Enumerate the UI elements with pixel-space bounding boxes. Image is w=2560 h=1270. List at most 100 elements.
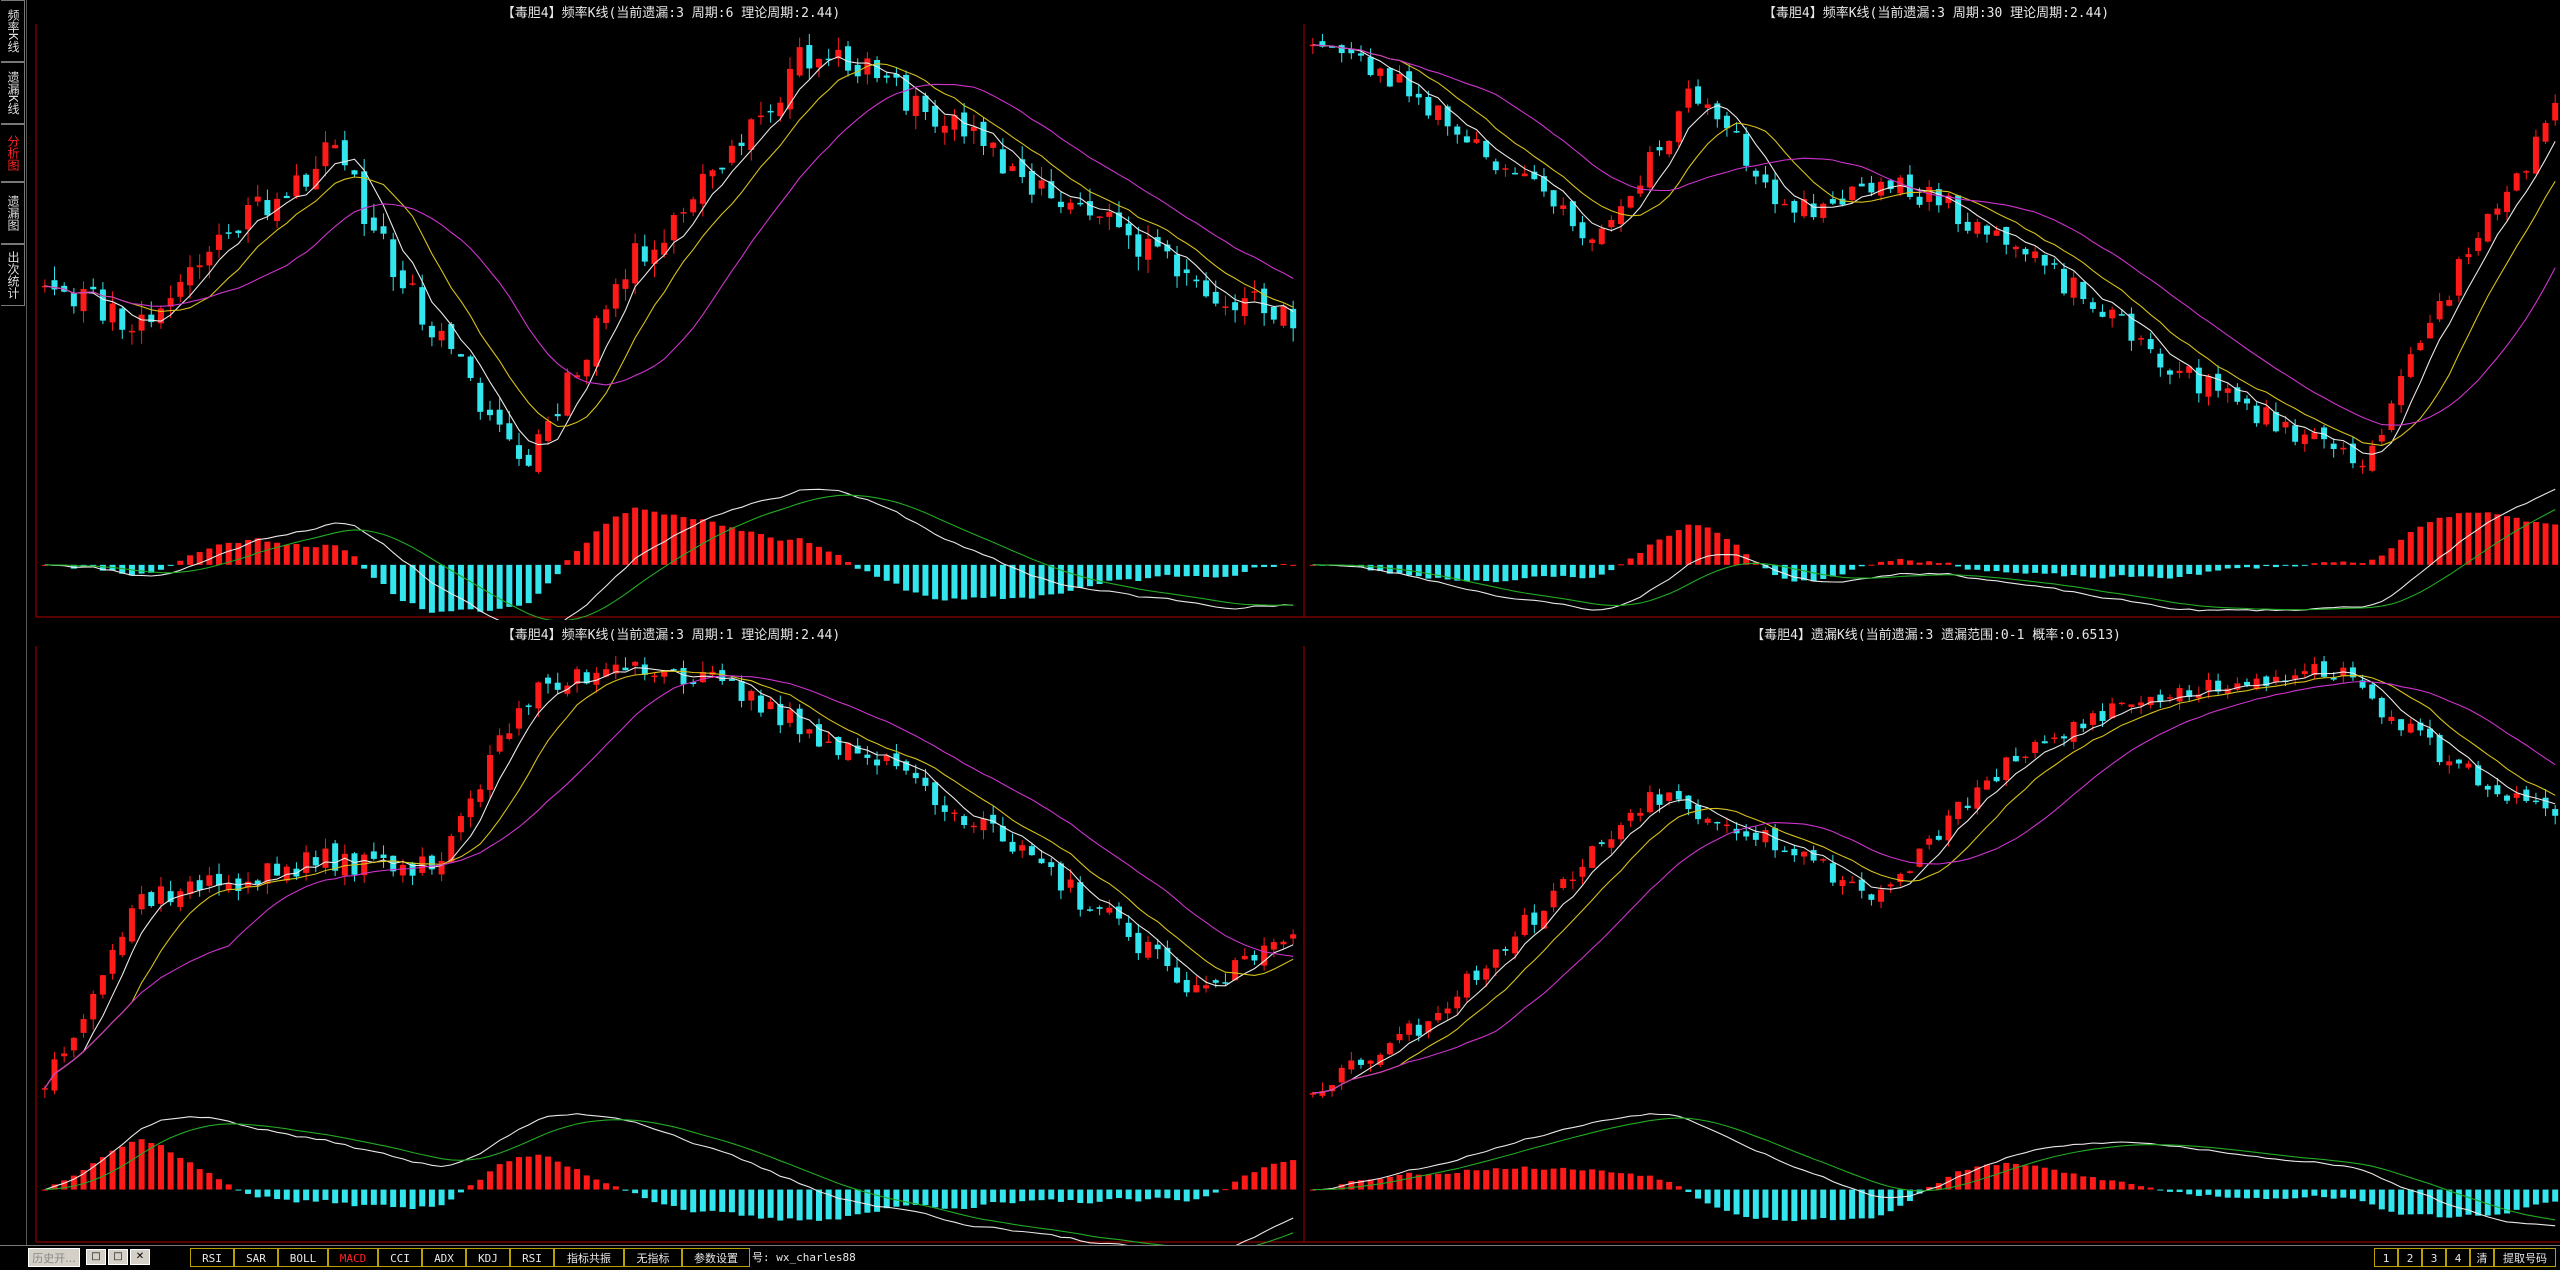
indicator-cci-button[interactable]: CCI bbox=[378, 1248, 422, 1267]
candle-body bbox=[90, 993, 97, 1020]
macd-bar bbox=[719, 525, 726, 565]
parameter-settings-button[interactable]: 参数设置 bbox=[682, 1248, 750, 1267]
candle-body bbox=[1608, 839, 1615, 848]
macd-bar bbox=[1839, 1189, 1846, 1220]
close-icon[interactable]: ✕ bbox=[130, 1249, 150, 1265]
restore-icon[interactable]: □ bbox=[86, 1249, 106, 1265]
macd-bar bbox=[893, 564, 900, 584]
candle-body bbox=[1608, 219, 1615, 228]
tab-occurrence-stats[interactable]: 出次统计（F5） bbox=[1, 244, 25, 306]
clear-button[interactable]: 清 bbox=[2470, 1248, 2494, 1267]
macd-bar bbox=[486, 1171, 493, 1190]
macd-bar bbox=[1820, 1189, 1827, 1218]
macd-bar bbox=[2147, 564, 2154, 577]
candle-body bbox=[41, 1088, 48, 1090]
macd-bar bbox=[109, 1150, 116, 1190]
indicator-macd-button[interactable]: MACD bbox=[328, 1248, 378, 1267]
macd-bar bbox=[341, 550, 348, 565]
macd-bar bbox=[1608, 564, 1615, 571]
chart-panel-omission-kline[interactable]: 【毒胆4】遗漏K线(当前遗漏:3 遗漏范围:0-1 概率:0.6513) bbox=[1302, 622, 2560, 1245]
candle-body bbox=[2494, 208, 2501, 215]
page-2-button[interactable]: 2 bbox=[2398, 1248, 2422, 1267]
chart-svg[interactable] bbox=[1302, 622, 2560, 1245]
indicator-resonance-button[interactable]: 指标共振 bbox=[554, 1248, 624, 1267]
macd-bar bbox=[2109, 1180, 2116, 1190]
page-4-button[interactable]: 4 bbox=[2446, 1248, 2470, 1267]
tab-analysis-chart[interactable]: 分析图（F3） bbox=[1, 124, 25, 182]
macd-bar bbox=[1386, 1176, 1393, 1190]
candle-body bbox=[1270, 942, 1277, 950]
candle-body bbox=[2109, 703, 2116, 719]
macd-bar bbox=[1290, 1160, 1297, 1190]
chart-panel-frequency-period-6[interactable]: 【毒胆4】频率K线(当前遗漏:3 周期:6 理论周期:2.44) bbox=[34, 0, 1308, 620]
candle-body bbox=[225, 883, 232, 891]
chart-title: 【毒胆4】频率K线(当前遗漏:3 周期:30 理论周期:2.44) bbox=[1762, 6, 2110, 21]
tab-omission-chart[interactable]: 遗漏图（F4） bbox=[1, 182, 25, 244]
candle-body bbox=[1135, 234, 1142, 257]
candle-body bbox=[1560, 205, 1567, 209]
macd-bar bbox=[361, 564, 368, 569]
fetch-numbers-button[interactable]: 提取号码 bbox=[2494, 1248, 2556, 1267]
macd-bar bbox=[622, 1189, 629, 1191]
indicator-sar-button[interactable]: SAR bbox=[234, 1248, 278, 1267]
macd-bar bbox=[2398, 1189, 2405, 1215]
macd-bar bbox=[903, 564, 910, 591]
indicator-kdj-button[interactable]: KDJ bbox=[466, 1248, 510, 1267]
maximize-icon[interactable]: □ bbox=[108, 1249, 128, 1265]
indicator-adx-button[interactable]: ADX bbox=[422, 1248, 466, 1267]
macd-bar bbox=[235, 1189, 242, 1191]
macd-bar bbox=[2369, 1189, 2376, 1205]
chart-panel-frequency-period-1[interactable]: 【毒胆4】频率K线(当前遗漏:3 周期:1 理论周期:2.44) bbox=[34, 622, 1308, 1245]
candle-body bbox=[1125, 223, 1132, 236]
macd-bar bbox=[2311, 563, 2318, 565]
macd-bar bbox=[961, 1189, 968, 1209]
macd-bar bbox=[1357, 1180, 1364, 1190]
candle-body bbox=[409, 863, 416, 876]
indicator-rsi-button[interactable]: RSI bbox=[190, 1248, 234, 1267]
chart-panel-frequency-period-30[interactable]: 【毒胆4】频率K线(当前遗漏:3 周期:30 理论周期:2.44) bbox=[1302, 0, 2560, 620]
indicator-rsi2-button[interactable]: RSI bbox=[510, 1248, 554, 1267]
tab-frequency-kline[interactable]: 频率K线（F1） bbox=[1, 0, 25, 62]
candle-body bbox=[2292, 675, 2299, 680]
page-1-button[interactable]: 1 bbox=[2374, 1248, 2398, 1267]
candle-body bbox=[980, 121, 987, 146]
chart-svg[interactable] bbox=[34, 622, 1308, 1245]
candle-body bbox=[632, 661, 639, 666]
candle-body bbox=[1502, 949, 1509, 951]
no-indicator-button[interactable]: 无指标 bbox=[624, 1248, 682, 1267]
macd-bar bbox=[2552, 524, 2559, 565]
macd-bar bbox=[767, 1189, 774, 1218]
page-3-button[interactable]: 3 bbox=[2422, 1248, 2446, 1267]
macd-bar bbox=[1019, 1189, 1026, 1202]
candle-body bbox=[1057, 201, 1064, 208]
macd-bar bbox=[1435, 1173, 1442, 1190]
candle-body bbox=[1009, 841, 1016, 852]
candle-body bbox=[593, 672, 600, 685]
candle-body bbox=[1463, 136, 1470, 143]
macd-bar bbox=[225, 542, 232, 565]
candle-body bbox=[167, 298, 174, 307]
history-open-button[interactable]: 历史开... bbox=[28, 1248, 80, 1267]
candle-body bbox=[1781, 203, 1788, 206]
macd-bar bbox=[2292, 564, 2299, 567]
candle-body bbox=[1878, 181, 1885, 196]
chart-svg[interactable] bbox=[1302, 0, 2560, 620]
chart-svg[interactable] bbox=[34, 0, 1308, 620]
tab-omission-kline[interactable]: 遗漏K线（F2） bbox=[1, 62, 25, 124]
macd-bar bbox=[2301, 564, 2308, 566]
candle-body bbox=[777, 102, 784, 117]
macd-bar bbox=[2032, 564, 2039, 573]
ma-mid-line bbox=[1312, 44, 2556, 446]
indicator-boll-button[interactable]: BOLL bbox=[278, 1248, 328, 1267]
macd-bar bbox=[148, 1143, 155, 1190]
macd-bar bbox=[2089, 564, 2096, 578]
macd-bar bbox=[2186, 564, 2193, 574]
macd-bar bbox=[332, 545, 339, 565]
macd-bar bbox=[206, 548, 213, 565]
candle-body bbox=[1800, 851, 1807, 857]
candle-body bbox=[748, 119, 755, 151]
candle-body bbox=[1444, 1008, 1451, 1014]
macd-bar bbox=[2494, 1189, 2501, 1215]
candle-body bbox=[1348, 1060, 1355, 1070]
macd-bar bbox=[815, 546, 822, 565]
